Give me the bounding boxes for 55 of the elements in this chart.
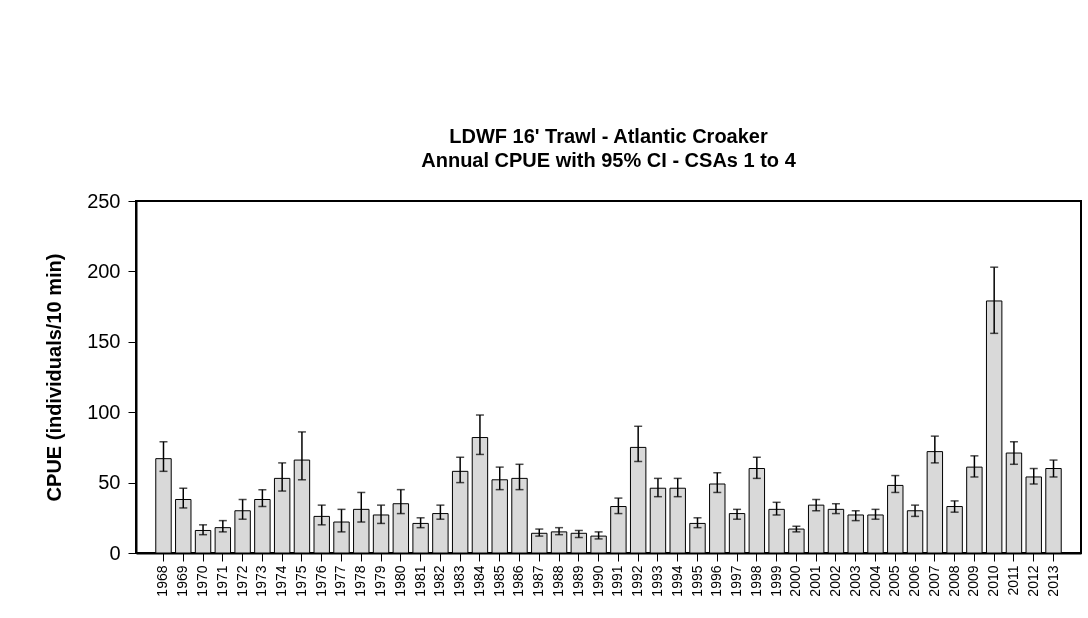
- x-tick-label: 1993: [648, 565, 665, 597]
- x-tick-label: 1973: [253, 565, 270, 597]
- x-tick-label: 1999: [767, 565, 784, 597]
- x-tick-label: 2011: [1004, 565, 1021, 596]
- x-tick-label: 1982: [431, 565, 448, 597]
- y-axis-title: CPUE (individuals/10 min): [43, 253, 66, 502]
- x-tick-label: 1975: [292, 565, 309, 597]
- x-tick-label: 2000: [787, 565, 804, 597]
- x-tick-label: 2007: [925, 565, 942, 597]
- x-tick-label: 1974: [273, 565, 290, 597]
- x-tick-label: 1996: [708, 565, 725, 597]
- x-tick-label: 2002: [826, 565, 843, 597]
- x-tick-label: 1980: [391, 565, 408, 597]
- x-tick-label: 1990: [589, 565, 606, 597]
- y-tick-label: 0: [109, 541, 121, 564]
- x-tick-label: 1988: [550, 565, 567, 597]
- x-tick-label: 1995: [688, 565, 705, 597]
- x-tick-label: 1987: [530, 565, 547, 597]
- x-tick-label: 2003: [846, 565, 863, 597]
- x-tick-label: 1979: [372, 565, 389, 597]
- x-tick-label: 1991: [609, 565, 626, 597]
- x-tick-label: 1969: [174, 565, 191, 597]
- x-tick-label: 1984: [470, 565, 487, 597]
- x-tick-label: 1970: [194, 565, 211, 597]
- x-tick-label: 2004: [866, 565, 883, 597]
- x-tick-label: 1971: [213, 565, 230, 597]
- x-tick-label: 1978: [352, 565, 369, 597]
- x-tick-label: 2006: [906, 565, 923, 597]
- x-tick-label: 1981: [411, 565, 428, 597]
- x-tick-label: 2001: [807, 565, 824, 597]
- x-tick-label: 2010: [985, 565, 1002, 597]
- x-tick-label: 1998: [747, 565, 764, 597]
- x-tick-label: 1989: [569, 565, 586, 597]
- x-tick-label: 2009: [965, 565, 982, 597]
- x-tick-label: 1976: [312, 565, 329, 597]
- y-tick-label: 100: [87, 400, 121, 423]
- x-tick-label: 2005: [886, 565, 903, 597]
- x-tick-label: 2012: [1024, 565, 1041, 597]
- x-tick-label: 2008: [945, 565, 962, 597]
- x-tick-label: 1983: [451, 565, 468, 597]
- x-tick-label: 1994: [668, 565, 685, 597]
- chart-title: LDWF 16' Trawl - Atlantic Croaker: [449, 125, 768, 147]
- y-tick-label: 250: [87, 189, 121, 212]
- x-tick-label: 1968: [154, 565, 171, 597]
- x-tick-label: 1977: [332, 565, 349, 597]
- x-tick-label: 1997: [728, 565, 745, 597]
- y-tick-label: 50: [98, 471, 121, 494]
- x-tick-label: 1986: [510, 565, 527, 597]
- y-tick-label: 150: [87, 330, 121, 353]
- x-tick-label: 1992: [629, 565, 646, 597]
- x-tick-label: 2013: [1044, 565, 1061, 597]
- y-tick-label: 200: [87, 259, 121, 282]
- chart-subtitle: Annual CPUE with 95% CI - CSAs 1 to 4: [421, 149, 797, 171]
- x-tick-label: 1972: [233, 565, 250, 597]
- x-tick-label: 1985: [490, 565, 507, 597]
